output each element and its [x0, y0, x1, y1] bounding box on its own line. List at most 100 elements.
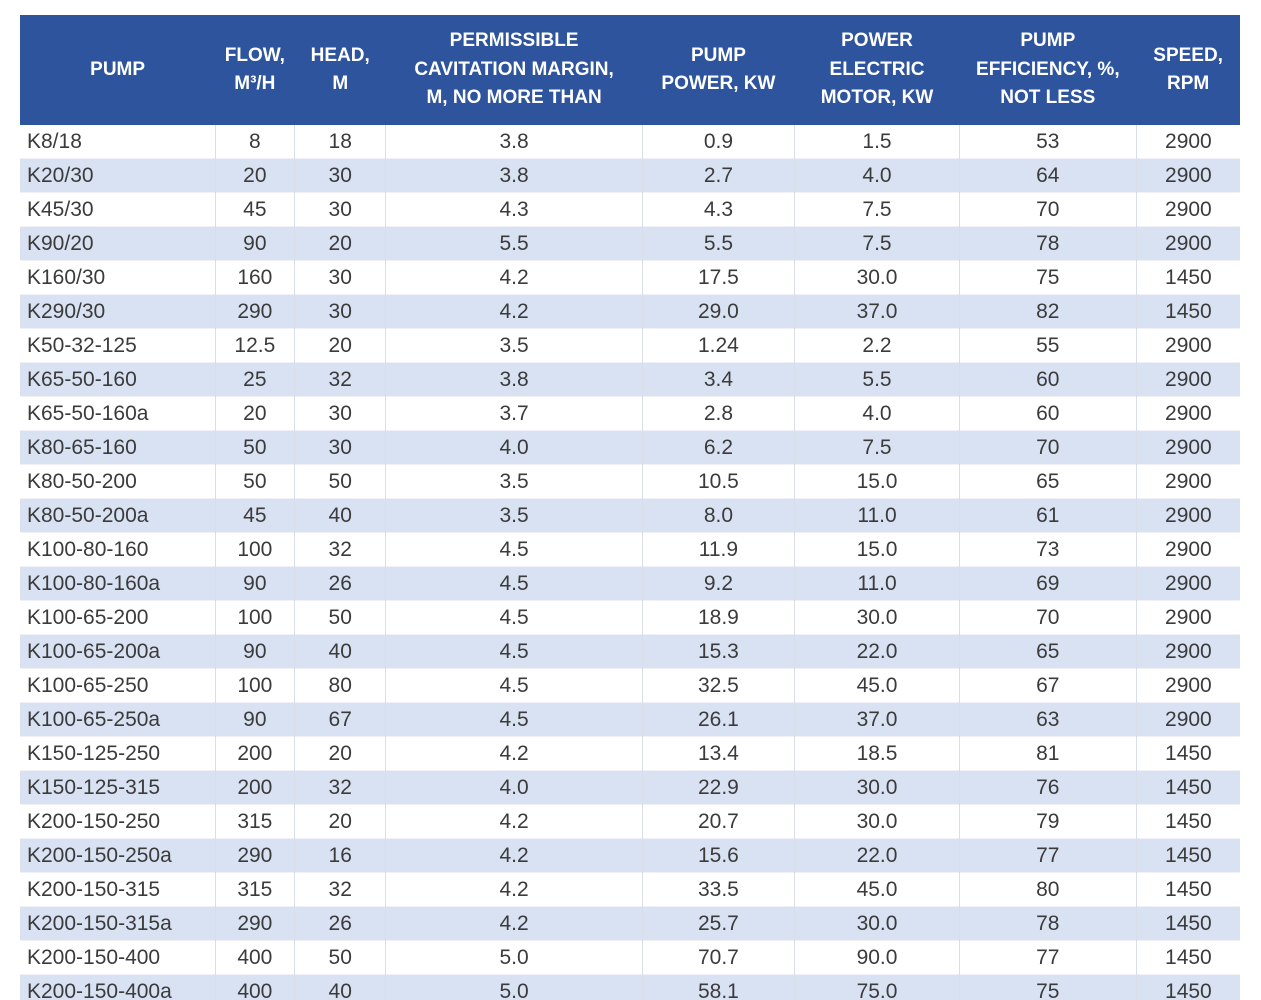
cell-pump: K200-150-400	[20, 940, 216, 975]
cell-cavitation: 4.5	[385, 532, 643, 567]
cell-motor: 22.0	[794, 634, 960, 669]
cell-cavitation: 4.5	[385, 702, 643, 737]
cell-pump: K200-150-400a	[20, 974, 216, 1000]
cell-power: 2.7	[642, 158, 796, 193]
cell-flow: 400	[215, 974, 295, 1000]
table-row: K45/30 45 30 4.3 4.3 7.5 70 2900	[20, 192, 1240, 227]
cell-pump: K100-65-250	[20, 668, 216, 703]
cell-head: 26	[294, 566, 387, 601]
table-row: K150-125-315 200 32 4.0 22.9 30.0 76 1450	[20, 770, 1240, 805]
cell-cavitation: 4.3	[385, 192, 643, 227]
cell-flow: 90	[215, 226, 295, 261]
cell-head: 30	[294, 396, 387, 431]
cell-speed: 2900	[1136, 532, 1240, 567]
cell-cavitation: 4.0	[385, 770, 643, 805]
cell-speed: 2900	[1136, 634, 1240, 669]
cell-motor: 18.5	[794, 736, 960, 771]
cell-motor: 37.0	[794, 702, 960, 737]
cell-pump: K65-50-160a	[20, 396, 216, 431]
cell-motor: 1.5	[794, 125, 960, 159]
cell-cavitation: 3.8	[385, 362, 643, 397]
cell-head: 40	[294, 974, 387, 1000]
cell-power: 32.5	[642, 668, 796, 703]
table-row: K80-50-200 50 50 3.5 10.5 15.0 65 2900	[20, 464, 1240, 499]
cell-motor: 15.0	[794, 532, 960, 567]
cell-efficiency: 60	[959, 396, 1137, 431]
cell-power: 58.1	[642, 974, 796, 1000]
cell-efficiency: 81	[959, 736, 1137, 771]
cell-pump: K50-32-125	[20, 328, 216, 363]
cell-motor: 11.0	[794, 566, 960, 601]
table-row: K100-65-250 100 80 4.5 32.5 45.0 67 2900	[20, 668, 1240, 703]
table-row: K80-50-200a 45 40 3.5 8.0 11.0 61 2900	[20, 498, 1240, 533]
cell-pump: K160/30	[20, 260, 216, 295]
cell-head: 20	[294, 226, 387, 261]
cell-pump: K100-80-160a	[20, 566, 216, 601]
cell-power: 20.7	[642, 804, 796, 839]
cell-efficiency: 77	[959, 940, 1137, 975]
table-row: K200-150-400a 400 40 5.0 58.1 75.0 75 1450	[20, 974, 1240, 1000]
cell-flow: 25	[215, 362, 295, 397]
cell-head: 30	[294, 294, 387, 329]
cell-speed: 1450	[1136, 294, 1240, 329]
cell-cavitation: 5.0	[385, 974, 643, 1000]
cell-motor: 30.0	[794, 770, 960, 805]
cell-efficiency: 76	[959, 770, 1137, 805]
cell-flow: 160	[215, 260, 295, 295]
cell-pump: K90/20	[20, 226, 216, 261]
cell-motor: 90.0	[794, 940, 960, 975]
cell-speed: 2900	[1136, 430, 1240, 465]
cell-speed: 1450	[1136, 804, 1240, 839]
cell-speed: 1450	[1136, 736, 1240, 771]
cell-pump: K200-150-250	[20, 804, 216, 839]
cell-cavitation: 4.2	[385, 872, 643, 907]
cell-power: 9.2	[642, 566, 796, 601]
cell-motor: 7.5	[794, 430, 960, 465]
cell-flow: 290	[215, 838, 295, 873]
cell-head: 20	[294, 736, 387, 771]
cell-motor: 30.0	[794, 804, 960, 839]
cell-efficiency: 61	[959, 498, 1137, 533]
cell-flow: 50	[215, 430, 295, 465]
table-row: K8/18 8 18 3.8 0.9 1.5 53 2900	[20, 125, 1240, 159]
cell-power: 3.4	[642, 362, 796, 397]
cell-speed: 2900	[1136, 328, 1240, 363]
cell-motor: 5.5	[794, 362, 960, 397]
table-row: K50-32-125 12.5 20 3.5 1.24 2.2 55 2900	[20, 328, 1240, 363]
cell-motor: 2.2	[794, 328, 960, 363]
cell-motor: 4.0	[794, 158, 960, 193]
column-header-motor: POWER ELECTRIC MOTOR, KW	[794, 15, 960, 125]
cell-motor: 15.0	[794, 464, 960, 499]
cell-motor: 30.0	[794, 906, 960, 941]
table-row: K80-65-160 50 30 4.0 6.2 7.5 70 2900	[20, 430, 1240, 465]
cell-power: 1.24	[642, 328, 796, 363]
cell-power: 70.7	[642, 940, 796, 975]
cell-power: 5.5	[642, 226, 796, 261]
cell-cavitation: 4.0	[385, 430, 643, 465]
cell-power: 8.0	[642, 498, 796, 533]
cell-speed: 2900	[1136, 498, 1240, 533]
table-row: K290/30 290 30 4.2 29.0 37.0 82 1450	[20, 294, 1240, 329]
table-row: K100-65-200a 90 40 4.5 15.3 22.0 65 2900	[20, 634, 1240, 669]
cell-speed: 2900	[1136, 362, 1240, 397]
cell-power: 0.9	[642, 125, 796, 159]
column-header-pump: PUMP	[20, 15, 216, 125]
table-row: K100-65-250a 90 67 4.5 26.1 37.0 63 2900	[20, 702, 1240, 737]
table-row: K160/30 160 30 4.2 17.5 30.0 75 1450	[20, 260, 1240, 295]
cell-flow: 100	[215, 600, 295, 635]
cell-motor: 22.0	[794, 838, 960, 873]
cell-cavitation: 3.5	[385, 464, 643, 499]
cell-pump: K80-50-200	[20, 464, 216, 499]
column-header-efficiency: PUMP EFFICIENCY, %, NOT LESS	[959, 15, 1137, 125]
cell-pump: K100-65-200	[20, 600, 216, 635]
table-row: K20/30 20 30 3.8 2.7 4.0 64 2900	[20, 158, 1240, 193]
cell-power: 6.2	[642, 430, 796, 465]
cell-power: 13.4	[642, 736, 796, 771]
cell-efficiency: 69	[959, 566, 1137, 601]
cell-pump: K150-125-315	[20, 770, 216, 805]
cell-speed: 1450	[1136, 770, 1240, 805]
cell-flow: 100	[215, 532, 295, 567]
cell-efficiency: 78	[959, 906, 1137, 941]
cell-pump: K150-125-250	[20, 736, 216, 771]
cell-head: 30	[294, 192, 387, 227]
